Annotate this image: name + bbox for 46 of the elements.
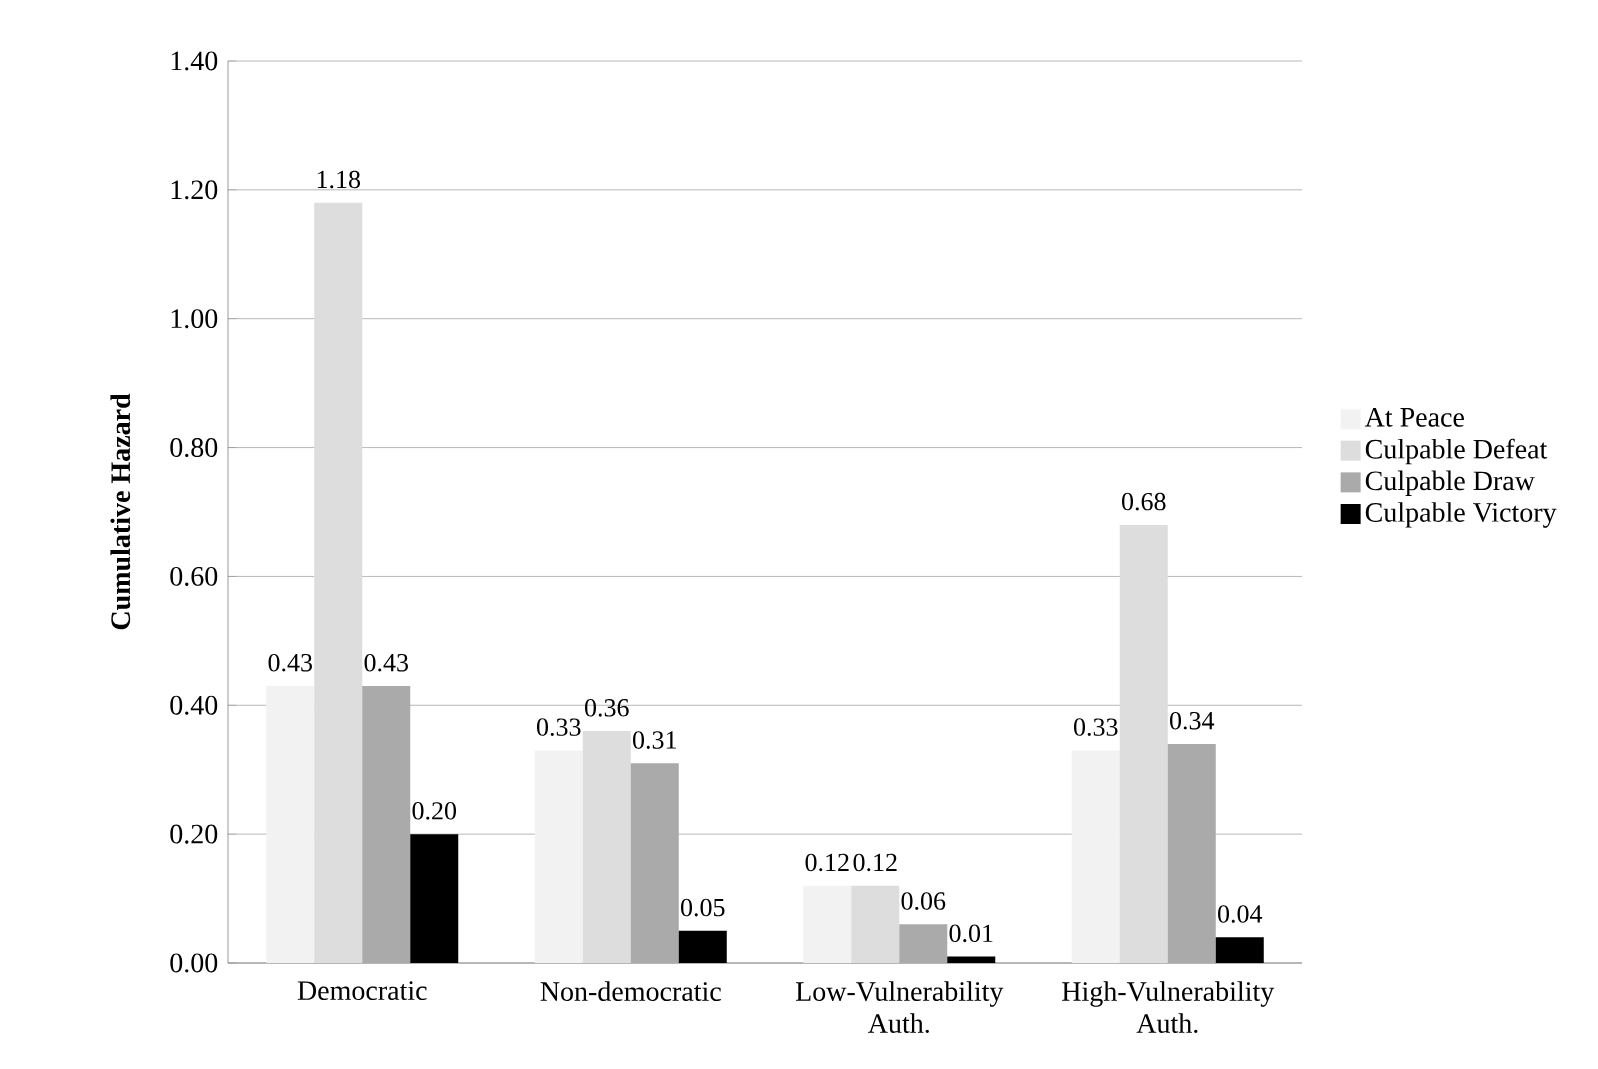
y-axis-title: Cumulative Hazard <box>110 393 131 630</box>
y-tick-label: 1.20 <box>171 180 218 200</box>
legend-label: Culpable Defeat <box>1365 438 1548 465</box>
data-label: 1.18 <box>317 170 361 189</box>
x-tick-label: Democratic <box>297 981 427 1001</box>
data-label: 0.06 <box>901 892 946 910</box>
y-tick-label: 1.00 <box>171 309 218 329</box>
bar <box>582 731 631 963</box>
y-tick-label: 0.80 <box>170 438 218 458</box>
x-tick-label: High-Vulnerability Auth. <box>1062 981 1275 1034</box>
data-label: 0.04 <box>1218 905 1263 923</box>
legend-label: Culpable Victory <box>1365 502 1557 528</box>
bar <box>1215 937 1264 963</box>
data-label: 0.12 <box>853 853 897 872</box>
bar <box>534 750 583 963</box>
y-tick-label: 0.40 <box>170 695 218 715</box>
data-label: 0.05 <box>681 898 725 917</box>
y-tick-label: 0.00 <box>170 953 218 973</box>
data-label: 0.68 <box>1122 492 1166 511</box>
data-label: 0.33 <box>1074 718 1118 736</box>
data-label: 0.34 <box>1170 711 1215 730</box>
data-label: 0.33 <box>537 718 581 736</box>
bar <box>266 685 315 963</box>
data-label: 0.31 <box>633 731 676 749</box>
bar <box>899 924 948 963</box>
bar <box>851 885 900 963</box>
y-tick-label: 0.20 <box>170 824 218 844</box>
y-tick-label: 1.40 <box>171 51 218 71</box>
data-label: 0.36 <box>585 699 629 717</box>
bar <box>1071 750 1120 963</box>
bar <box>947 956 996 963</box>
x-tick-label: Non-democratic <box>540 981 721 1001</box>
data-label: 0.01 <box>949 924 993 943</box>
bar <box>410 834 459 963</box>
bar <box>803 885 852 963</box>
data-label: 0.12 <box>805 853 849 872</box>
legend-label: At Peace <box>1364 407 1464 427</box>
bar <box>678 930 727 963</box>
data-label: 0.43 <box>268 653 312 672</box>
data-label: 0.20 <box>412 802 457 820</box>
bar <box>1119 524 1168 963</box>
y-tick-label: 0.60 <box>170 566 218 586</box>
legend-label: Culpable Draw <box>1365 470 1535 496</box>
data-label: 0.43 <box>364 653 408 672</box>
x-tick-label: Low-Vulnerability Auth. <box>795 981 1004 1034</box>
bar <box>314 202 363 963</box>
